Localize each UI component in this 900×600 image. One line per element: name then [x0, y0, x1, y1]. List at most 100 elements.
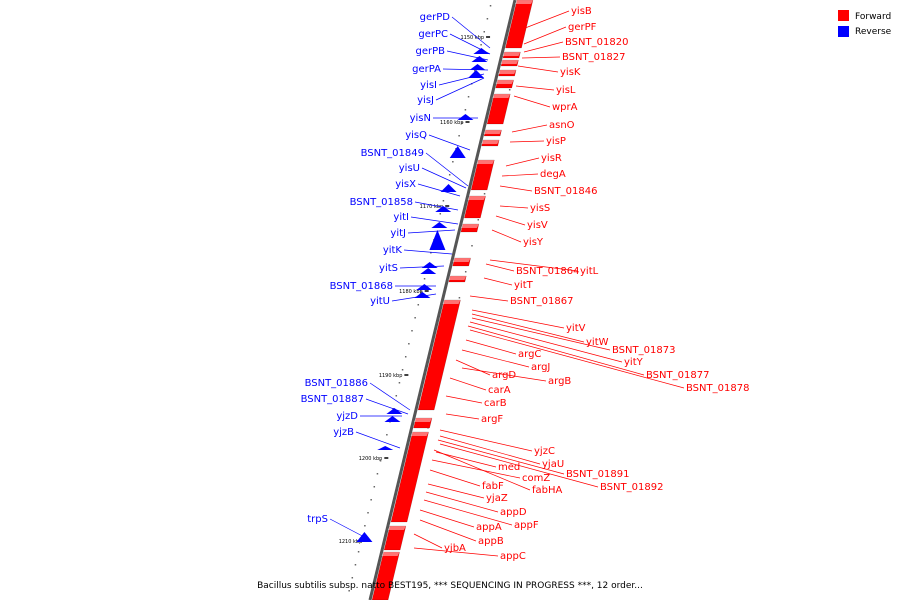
label-leader-line [505, 157, 540, 167]
scale-dot [364, 525, 366, 527]
legend-forward-label: Forward [855, 12, 891, 22]
axis-tick-label: 1210 kbp [339, 539, 363, 545]
forward-gene-label: BSNT_01892 [600, 482, 663, 493]
forward-gene-feature [383, 525, 407, 551]
scale-dot [348, 590, 350, 592]
forward-gene-feature [483, 129, 502, 137]
forward-gene-label: med [498, 462, 520, 473]
label-leader-line [515, 85, 555, 91]
forward-gene-label: appC [500, 551, 526, 562]
forward-gene-feature [371, 551, 400, 600]
reverse-gene-feature [468, 70, 485, 78]
reverse-gene-label: BSNT_01886 [305, 378, 368, 389]
reverse-gene-label: yisJ [417, 95, 434, 106]
reverse-gene-feature [471, 56, 488, 62]
label-leader-line [471, 317, 611, 351]
forward-gene-label: yitW [586, 337, 609, 348]
axis-tick-label: 1150 kbp [460, 35, 484, 41]
forward-gene-label: yisK [560, 67, 581, 78]
label-leader-line [469, 321, 623, 363]
reverse-gene-feature [449, 146, 466, 158]
scale-dot [408, 343, 410, 345]
forward-gene-label: yisB [571, 6, 592, 17]
forward-gene-feature [500, 59, 519, 67]
forward-gene-feature [486, 93, 511, 125]
reverse-gene-label: yisX [395, 179, 416, 190]
forward-gene-label: yisV [527, 220, 548, 231]
reverse-gene-label: yitU [370, 296, 390, 307]
reverse-gene-feature [429, 230, 446, 250]
forward-gene-label: BSNT_01820 [565, 37, 628, 48]
scale-dot [420, 291, 423, 293]
forward-gene-feature [498, 69, 517, 77]
label-leader-line [465, 339, 517, 355]
label-leader-line [495, 215, 526, 226]
label-leader-line [403, 249, 453, 255]
label-leader-line [437, 439, 565, 475]
forward-gene-label: fabF [482, 481, 504, 492]
forward-gene-label: appD [500, 507, 527, 518]
forward-gene-label: argC [518, 349, 541, 360]
forward-gene-feature [452, 257, 471, 267]
label-leader-line [523, 26, 567, 45]
reverse-gene-feature [440, 184, 457, 192]
reverse-gene-label: gerPD [420, 12, 451, 23]
forward-gene-label: BSNT_01877 [646, 370, 709, 381]
axis-tick-label: 1200 kbp [359, 456, 383, 462]
scale-dot [401, 369, 404, 371]
scale-dot [508, 89, 511, 91]
reverse-gene-feature [386, 408, 403, 414]
forward-gene-label: yisY [523, 237, 544, 248]
forward-gene-label: yisL [556, 85, 576, 96]
reverse-gene-feature [431, 222, 448, 228]
legend-reverse-label: Reverse [855, 27, 892, 37]
scale-dot [483, 193, 486, 195]
forward-gene-label: yitY [624, 357, 644, 368]
label-leader-line [425, 491, 499, 513]
label-leader-line [469, 295, 509, 302]
forward-gene-label: BSNT_01864 [516, 266, 579, 277]
reverse-gene-label: yjzD [336, 411, 358, 422]
forward-gene-label: appB [478, 536, 504, 547]
scale-dot [464, 109, 467, 111]
reverse-gene-label: gerPC [418, 29, 448, 40]
scale-dot [414, 317, 416, 319]
forward-gene-feature [413, 417, 433, 429]
reverse-gene-feature [377, 446, 394, 450]
map-title: Bacillus subtilis subsp. natto BEST195, … [257, 581, 643, 591]
forward-gene-label: fabHA [532, 485, 563, 496]
label-leader-line [483, 277, 513, 286]
reverse-gene-label: yjzB [333, 427, 354, 438]
scale-dot [376, 473, 379, 475]
legend-reverse-swatch [838, 26, 849, 37]
forward-gene-label: BSNT_01846 [534, 186, 597, 197]
label-leader-line [439, 435, 541, 465]
label-leader-line [445, 395, 483, 404]
label-leader-line [471, 313, 585, 343]
forward-gene-label: BSNT_01867 [510, 296, 573, 307]
forward-gene-label: carB [484, 398, 507, 409]
forward-gene-label: yjaZ [486, 493, 508, 504]
label-leader-line [491, 229, 522, 243]
label-leader-line [425, 152, 469, 187]
scale-dot [411, 330, 413, 332]
forward-gene-feature [448, 275, 467, 283]
label-leader-line [445, 413, 480, 420]
forward-gene-label: comZ [522, 473, 550, 484]
forward-gene-feature [502, 51, 521, 59]
reverse-gene-label: yisQ [405, 130, 427, 141]
label-leader-line [413, 533, 443, 549]
forward-gene-label: degA [540, 169, 566, 180]
scale-dot [370, 499, 372, 501]
label-leader-line [513, 95, 551, 108]
label-leader-line [407, 229, 456, 234]
label-leader-line [509, 140, 545, 143]
forward-gene-label: yisP [546, 136, 566, 147]
forward-gene-feature [390, 431, 429, 523]
forward-gene-label: BSNT_01891 [566, 469, 629, 480]
label-leader-line [428, 134, 471, 151]
scale-dot [467, 96, 470, 98]
scale-dot [386, 434, 388, 436]
